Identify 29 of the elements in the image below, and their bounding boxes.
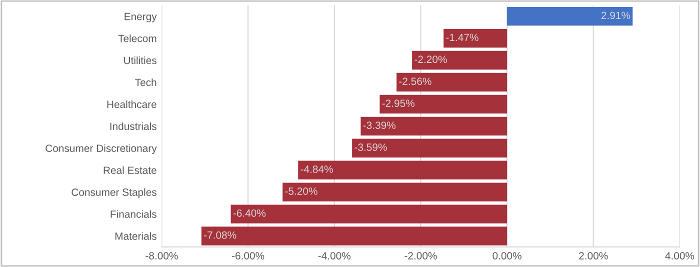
y-tick-label: Healthcare [107, 100, 156, 108]
data-label: 2.91% [601, 12, 630, 20]
data-label: -6.40% [233, 209, 266, 217]
y-tick-label: Energy [124, 12, 157, 22]
x-tick-label: -2.00% [404, 252, 437, 260]
x-tick-label: 2.00% [579, 252, 608, 260]
y-tick-label: Industrials [110, 122, 156, 130]
x-tick-label: -8.00% [146, 252, 178, 260]
data-label: -1.47% [446, 34, 478, 42]
data-label: -5.20% [285, 187, 318, 195]
data-label: -3.39% [363, 122, 396, 129]
data-label: -2.20% [414, 56, 447, 64]
x-tick-label: -4.00% [318, 252, 350, 260]
y-tick-label: Consumer Discretionary [46, 144, 157, 154]
x-tick-label: -6.00% [232, 252, 264, 260]
y-tick-label: Financials [110, 210, 156, 218]
data-label: -2.56% [399, 78, 432, 86]
y-tick-label: Real Estate [104, 166, 156, 174]
data-label: -4.84% [300, 166, 333, 173]
data-label: -2.95% [382, 100, 414, 107]
y-tick-label: Materials [115, 232, 156, 240]
y-tick-label: Consumer Staples [72, 188, 156, 198]
data-label: -7.08% [204, 231, 236, 239]
x-tick-label: 0.00% [492, 252, 522, 260]
data-label: -3.59% [354, 144, 387, 151]
y-tick-label: Telecom [118, 34, 156, 42]
y-tick-label: Tech [135, 78, 156, 86]
x-tick-label: 4.00% [665, 252, 694, 260]
y-tick-label: Utilities [124, 56, 156, 64]
